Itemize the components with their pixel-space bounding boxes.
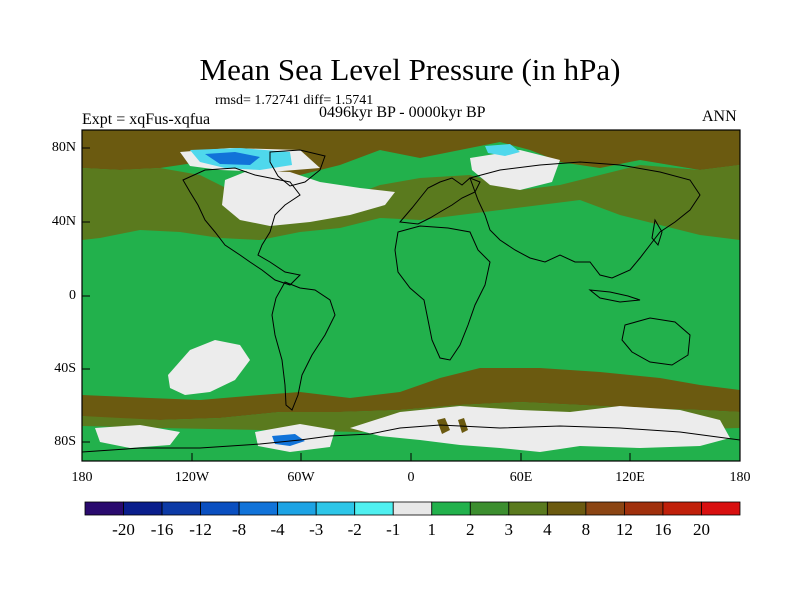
field-greenland-deep [205,152,260,165]
season-label: ANN [702,108,737,125]
ytick-80n: 80N [51,140,76,155]
colorbar-label: -16 [150,520,174,539]
colorbar-label: 2 [466,520,475,539]
colorbar-swatch [662,501,702,516]
field-antarctic-white [350,406,730,452]
colorbar [84,501,741,516]
plot-title: Mean Sea Level Pressure (in hPa) [199,52,621,87]
colorbar-swatch [354,501,394,516]
coast-antarctica [81,424,741,453]
colorbar-label: -1 [386,520,401,539]
xtick-60e: 60E [509,470,533,485]
xtick-180w: 180 [71,470,93,485]
colorbar-label: 3 [504,520,514,539]
coast-europe [399,177,481,225]
colorbar-swatch [84,501,124,516]
field-antarctic-brown-spots [437,418,468,434]
field-siberia-white [470,150,560,190]
field-sh-white [168,340,250,395]
coast-north-america [182,167,302,286]
colorbar-swatch [238,501,279,516]
colorbar-swatch [624,501,664,516]
rmsd-diff-stats: rmsd= 1.72741 diff= 1.5741 [215,93,374,108]
ytick-0: 0 [69,288,76,303]
coast-south-america [271,281,336,411]
coast-australia [621,317,691,366]
colorbar-swatch [392,501,433,516]
field-na-white [222,170,395,226]
colorbar-label: 16 [654,520,672,539]
map-field [82,130,740,461]
xtick-120e: 120E [615,470,645,485]
field-arctic-lightblue [485,144,520,156]
colorbar-swatch [200,501,240,516]
colorbar-swatch [315,501,356,516]
colorbar-label: -4 [270,520,285,539]
colorbar-swatch [546,501,587,516]
xtick-120w: 120W [174,470,210,485]
period-label: 0496kyr BP - 0000kyr BP [319,104,486,121]
coast-asia [469,161,701,279]
xtick-0: 0 [407,470,415,485]
colorbar-label: 4 [543,520,552,539]
coast-greenland [269,149,326,187]
colorbar-label: 1 [427,520,437,539]
axis-ticks [81,147,741,461]
xtick-180e: 180 [729,470,751,485]
colorbar-label: -2 [347,520,362,539]
ytick-80s: 80S [54,434,76,449]
coast-africa [394,225,491,361]
colorbar-label: 12 [615,520,633,539]
ytick-40n: 40N [51,214,76,229]
experiment-label: Expt = xqFus-xqfua [82,111,211,128]
field-south-olive [82,368,740,420]
colorbar-swatch [431,501,471,516]
field-antarctic-blue [272,434,305,446]
colorbar-label: 20 [693,520,710,539]
colorbar-label: -3 [309,520,324,539]
colorbar-swatch [277,501,317,516]
colorbar-label: -12 [189,520,212,539]
colorbar-swatch [585,501,625,516]
colorbar-label: 8 [581,520,591,539]
colorbar-swatch [701,501,741,516]
field-antarctic-white-west [95,425,180,448]
coastlines [81,149,741,453]
coast-japan [651,218,663,247]
colorbar-swatch [123,501,163,516]
colorbar-swatch [508,501,548,516]
xtick-60w: 60W [287,470,315,485]
colorbar-swatch [161,501,201,516]
coast-indonesia [588,289,641,303]
colorbar-swatch [469,501,510,516]
colorbar-label: -20 [112,520,135,539]
colorbar-label: -8 [232,520,247,539]
ytick-40s: 40S [54,361,76,376]
